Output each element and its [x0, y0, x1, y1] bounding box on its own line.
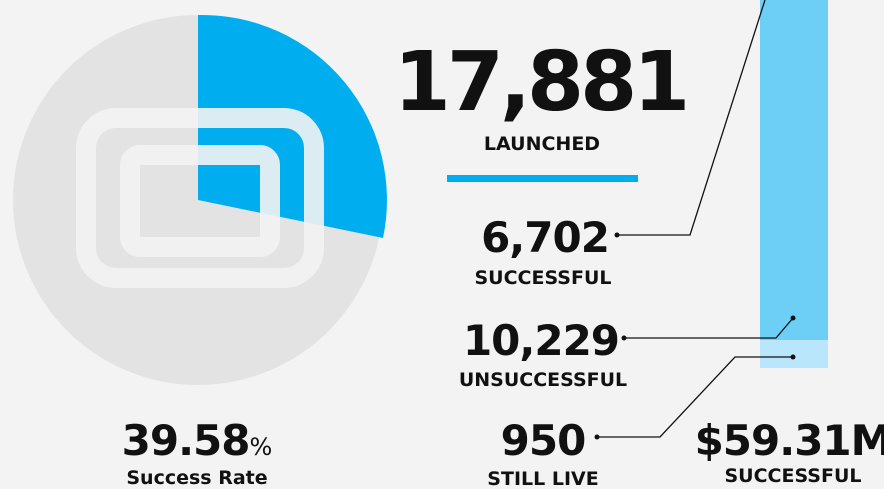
leader-line — [597, 356, 793, 438]
success-rate: 39.58% — [122, 416, 273, 465]
leader-dots — [594, 232, 796, 440]
divider — [447, 175, 638, 182]
success-rate-value: 39.58 — [122, 416, 250, 465]
launched-label: LAUNCHED — [484, 133, 600, 155]
funding-value: $59.31M — [695, 416, 884, 465]
stat-label: STILL LIVE — [487, 468, 598, 489]
leader-line — [624, 317, 794, 339]
stat-label: UNSUCCESSFUL — [459, 369, 627, 391]
leader-line — [617, 0, 766, 236]
stat-value: 950 — [501, 416, 586, 465]
stat-value: 6,702 — [481, 213, 609, 262]
stat-value: 10,229 — [463, 316, 619, 365]
icon — [76, 108, 324, 288]
launched-value: 17,881 — [394, 35, 686, 130]
bar-live — [760, 340, 828, 368]
funding-label: SUCCESSFUL — [724, 465, 861, 487]
stat-label: SUCCESSFUL — [474, 267, 611, 289]
bar-main — [760, 0, 828, 340]
success-rate-label: Success Rate — [126, 467, 267, 489]
success-rate-unit: % — [250, 433, 273, 461]
